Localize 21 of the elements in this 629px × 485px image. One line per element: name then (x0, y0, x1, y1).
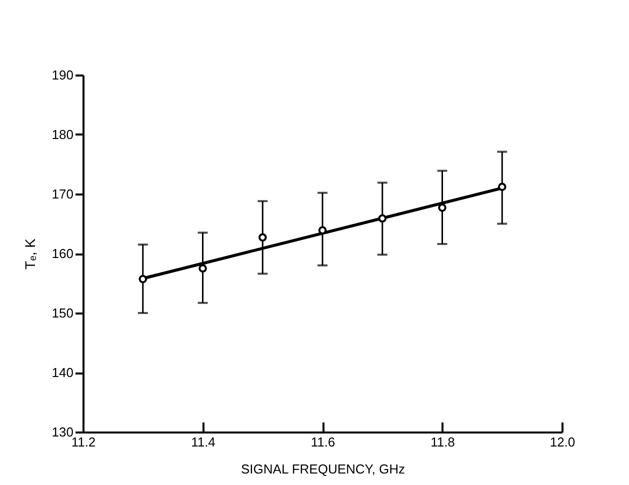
x-tick-label: 11.2 (71, 434, 96, 450)
point (198, 264, 207, 273)
point (138, 274, 148, 284)
x-tick-label: 11.6 (310, 434, 336, 450)
point (258, 233, 267, 242)
x-tick-label: 11.4 (191, 434, 216, 450)
y-tick-label: 180 (52, 127, 74, 142)
y-tick-label: 140 (52, 365, 74, 380)
x-axis-title: SIGNAL FREQUENCY, GHz (241, 462, 405, 476)
y-tick-label: 170 (52, 186, 74, 202)
x-tick-label: 11.8 (430, 434, 455, 450)
point (378, 214, 387, 223)
x-tick-label: 12.0 (550, 434, 576, 450)
point (318, 226, 327, 234)
y-tick-label: 160 (52, 246, 74, 261)
y-tick-label: 190 (52, 68, 74, 82)
point (498, 182, 506, 192)
y-tick-label: 150 (52, 306, 74, 320)
point (438, 204, 446, 212)
y-tick-label: 130 (52, 424, 74, 440)
y-axis-title: Tₑ, K (22, 238, 38, 270)
